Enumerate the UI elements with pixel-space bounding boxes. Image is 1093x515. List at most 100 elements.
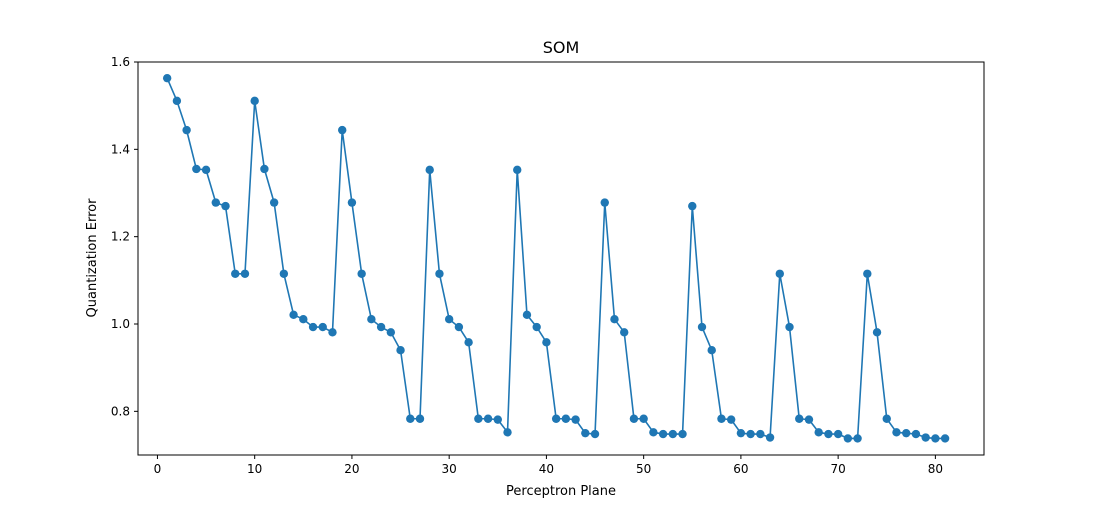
data-point (503, 428, 512, 437)
data-point (260, 164, 269, 174)
data-point (454, 322, 464, 332)
data-point (532, 322, 541, 332)
data-point (620, 328, 629, 337)
data-point (435, 269, 444, 278)
data-point (600, 198, 609, 207)
data-point (629, 414, 639, 423)
data-point (376, 322, 386, 332)
data-point (415, 414, 425, 423)
data-point (299, 315, 308, 324)
data-point (172, 96, 182, 106)
x-tick-label: 80 (928, 462, 943, 476)
data-point (882, 414, 891, 423)
data-point (814, 428, 823, 437)
data-point (483, 414, 493, 423)
plot-frame (137, 61, 985, 456)
data-point (551, 414, 561, 423)
data-point (474, 414, 483, 423)
data-point (726, 415, 736, 424)
data-point (406, 414, 415, 423)
data-point (240, 269, 250, 278)
data-point (250, 96, 259, 106)
data-point (289, 310, 298, 320)
x-tick-label: 50 (636, 462, 651, 476)
x-tick-label: 10 (247, 462, 262, 476)
x-axis-label: Perceptron Plane (506, 484, 616, 499)
data-point (863, 269, 872, 278)
data-point (688, 201, 697, 211)
x-tick-label: 30 (442, 462, 457, 476)
data-point (736, 428, 746, 438)
data-point (843, 434, 853, 443)
data-point (756, 429, 765, 439)
chart-title: SOM (543, 38, 580, 57)
x-tick-label: 40 (539, 462, 554, 476)
data-point (931, 434, 940, 443)
data-point (804, 415, 814, 424)
x-axis-ticks: 0 10 20 30 40 50 60 70 80 (154, 455, 943, 476)
data-point (357, 269, 366, 278)
data-point (318, 322, 327, 332)
data-point (581, 428, 590, 438)
data-point (833, 429, 843, 439)
data-point (182, 125, 191, 135)
data-point (561, 414, 571, 423)
data-point (464, 338, 473, 347)
data-point (940, 434, 950, 443)
data-point (658, 429, 668, 439)
data-point (678, 429, 687, 439)
data-point (308, 322, 318, 332)
data-point (279, 269, 289, 278)
data-point (785, 322, 794, 332)
y-tick-label: 1.4 (111, 142, 130, 156)
data-point (221, 201, 230, 211)
data-point (697, 322, 707, 332)
x-tick-label: 60 (733, 462, 748, 476)
x-tick-label: 70 (830, 462, 845, 476)
data-point (902, 428, 911, 438)
data-point (425, 165, 434, 175)
data-point (892, 428, 901, 437)
x-tick-label: 0 (154, 462, 162, 476)
data-point (775, 269, 784, 278)
data-point (367, 315, 376, 324)
series-layer (162, 73, 950, 443)
data-point (513, 165, 522, 175)
y-axis-ticks: 0.8 1.0 1.2 1.4 1.6 (111, 55, 138, 418)
data-point (795, 414, 804, 423)
data-point (444, 315, 454, 324)
data-point (542, 338, 551, 347)
data-point (649, 428, 658, 437)
data-point (338, 125, 347, 135)
data-point (765, 433, 775, 442)
data-point (493, 415, 502, 424)
data-point (746, 429, 755, 439)
data-point (853, 434, 862, 443)
data-point (571, 415, 580, 424)
data-point (668, 429, 678, 439)
data-point (269, 198, 279, 207)
data-point (824, 429, 833, 439)
x-tick-label: 20 (344, 462, 359, 476)
data-point (386, 328, 396, 337)
data-point (201, 165, 211, 175)
plot-area (138, 62, 984, 455)
data-point (192, 164, 201, 174)
y-tick-label: 1.6 (111, 55, 130, 69)
data-point (162, 73, 172, 83)
y-tick-label: 1.2 (111, 230, 130, 244)
data-point (639, 414, 648, 423)
y-tick-label: 1.0 (111, 317, 130, 331)
data-point (590, 429, 600, 439)
data-point (717, 414, 726, 423)
data-point (328, 328, 337, 337)
data-point (610, 315, 619, 324)
data-point (707, 346, 716, 355)
data-point (522, 310, 532, 320)
y-axis-label: Quantization Error (85, 198, 100, 318)
data-point (396, 346, 405, 355)
data-point (347, 198, 357, 207)
data-point (911, 429, 921, 439)
